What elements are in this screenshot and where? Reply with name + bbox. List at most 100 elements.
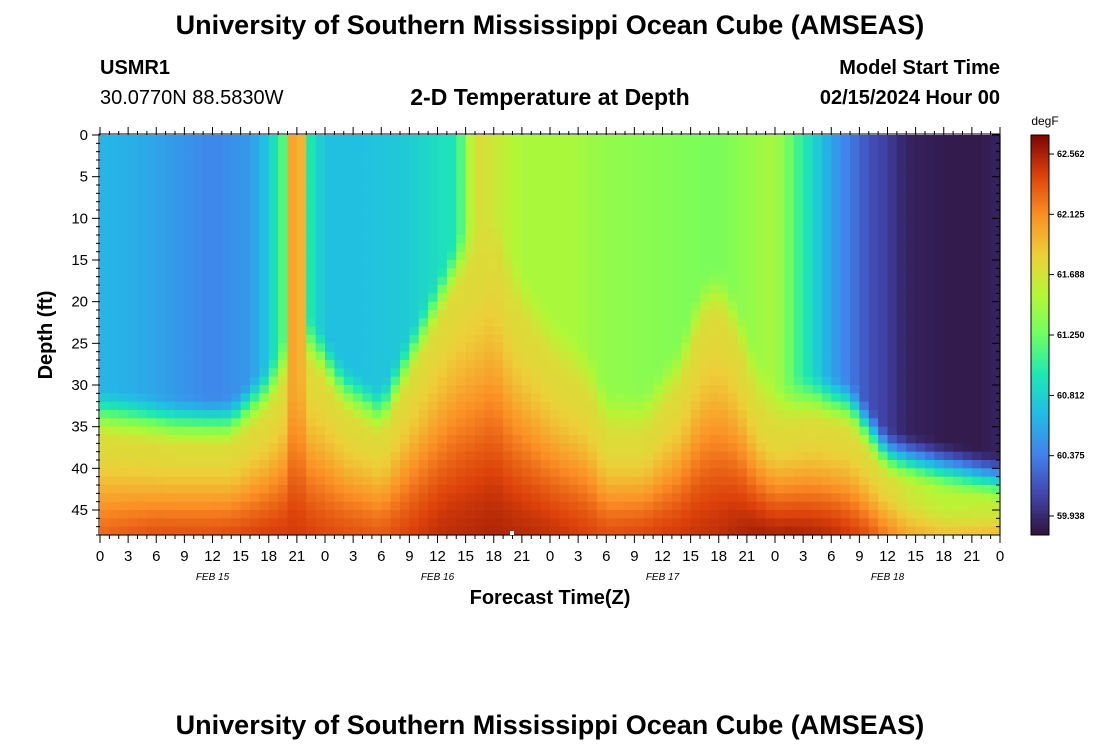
heatmap-cell (990, 443, 1001, 453)
heatmap-cell (718, 201, 729, 211)
heatmap-cell (803, 343, 814, 353)
heatmap-cell (296, 418, 307, 428)
heatmap-cell (325, 301, 335, 311)
heatmap-cell (990, 376, 1001, 386)
heatmap-cell (203, 360, 214, 369)
heatmap-cell (653, 410, 664, 419)
heatmap-cell (859, 418, 870, 428)
heatmap-cell (625, 360, 635, 369)
heatmap-cell (437, 451, 448, 461)
heatmap-cell (812, 385, 823, 394)
heatmap-cell (803, 235, 814, 244)
heatmap-cell (784, 151, 795, 161)
heatmap-cell (250, 151, 260, 161)
heatmap-cell (325, 185, 335, 194)
heatmap-cell (287, 176, 298, 186)
heatmap-cell (587, 435, 598, 444)
heatmap-cell (803, 451, 814, 461)
heatmap-cell (634, 526, 645, 536)
heatmap-cell (465, 201, 476, 211)
heatmap-cell (568, 210, 579, 219)
heatmap-cell (643, 401, 654, 411)
heatmap-cell (259, 276, 270, 286)
heatmap-cell (109, 468, 120, 478)
heatmap-cell (962, 160, 973, 169)
heatmap-cell (868, 443, 879, 453)
heatmap-cell (484, 243, 495, 253)
heatmap-cell (540, 426, 551, 436)
heatmap-cell (615, 151, 626, 161)
heatmap-cell (653, 326, 664, 336)
heatmap-cell (371, 401, 382, 411)
heatmap-cell (362, 368, 373, 378)
heatmap-cell (587, 426, 598, 436)
heatmap-cell (831, 151, 842, 161)
heatmap-cell (475, 143, 485, 153)
heatmap-cell (503, 260, 514, 269)
heatmap-cell (859, 460, 870, 469)
heatmap-cell (296, 360, 307, 369)
heatmap-cell (990, 176, 1001, 186)
heatmap-cell (765, 143, 776, 153)
heatmap-cell (728, 193, 739, 203)
heatmap-cell (362, 401, 373, 411)
heatmap-cell (775, 276, 785, 286)
heatmap-cell (137, 401, 148, 411)
heatmap-cell (709, 301, 720, 311)
heatmap-cell (578, 476, 589, 486)
heatmap-cell (718, 518, 729, 528)
heatmap-cell (362, 243, 373, 253)
heatmap-cell (109, 276, 120, 286)
heatmap-cell (418, 301, 429, 311)
heatmap-cell (728, 201, 739, 211)
heatmap-cell (268, 326, 279, 336)
heatmap-cell (925, 151, 935, 161)
heatmap-cell (878, 218, 889, 228)
heatmap-cell (362, 360, 373, 369)
heatmap-cell (925, 276, 935, 286)
heatmap-cell (437, 318, 448, 328)
heatmap-cell (287, 260, 298, 269)
heatmap-cell (531, 385, 542, 394)
heatmap-cell (906, 460, 917, 469)
heatmap-cell (578, 193, 589, 203)
heatmap-cell (934, 468, 945, 478)
heatmap-cell (578, 151, 589, 161)
heatmap-cell (943, 193, 954, 203)
heatmap-cell (287, 235, 298, 244)
heatmap-cell (653, 143, 664, 153)
heatmap-cell (400, 185, 410, 194)
heatmap-cell (362, 176, 373, 186)
heatmap-cell (362, 160, 373, 169)
heatmap-cell (737, 526, 748, 536)
heatmap-cell (221, 251, 232, 261)
heatmap-cell (484, 518, 495, 528)
heatmap-cell (446, 468, 457, 478)
heatmap-cell (540, 468, 551, 478)
heatmap-cell (203, 301, 214, 311)
heatmap-cell (943, 351, 954, 361)
heatmap-cell (803, 335, 814, 344)
heatmap-cell (128, 501, 139, 511)
heatmap-cell (971, 485, 982, 494)
heatmap-cell (793, 418, 804, 428)
heatmap-cell (662, 426, 673, 436)
heatmap-cell (287, 301, 298, 311)
heatmap-cell (784, 410, 795, 419)
heatmap-cell (990, 468, 1001, 478)
heatmap-cell (109, 285, 120, 294)
heatmap-cell (934, 501, 945, 511)
heatmap-cell (250, 443, 260, 453)
heatmap-cell (118, 343, 129, 353)
heatmap-cell (653, 185, 664, 194)
heatmap-cell (915, 476, 926, 486)
heatmap-cell (503, 135, 514, 144)
heatmap-cell (568, 293, 579, 303)
heatmap-cell (400, 235, 410, 244)
heatmap-cell (212, 518, 223, 528)
heatmap-cell (296, 160, 307, 169)
heatmap-cell (671, 210, 682, 219)
heatmap-cell (165, 301, 176, 311)
heatmap-cell (353, 335, 364, 344)
heatmap-cell (793, 410, 804, 419)
